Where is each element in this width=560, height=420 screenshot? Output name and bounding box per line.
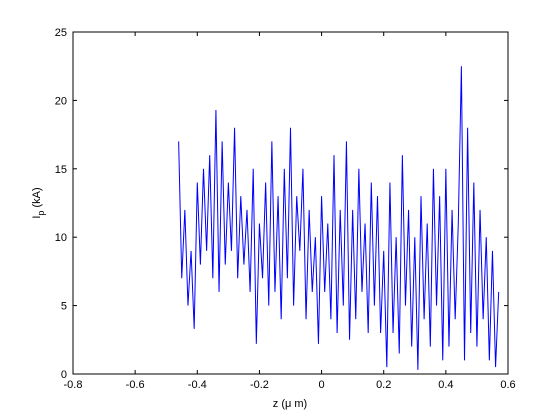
y-tick-label: 20 — [55, 95, 67, 107]
x-tick-label: 0.6 — [500, 379, 515, 391]
y-tick-label: 15 — [55, 164, 67, 176]
y-tick-label: 10 — [55, 232, 67, 244]
x-tick-label: -0.6 — [126, 379, 145, 391]
x-tick-label: -0.2 — [250, 379, 269, 391]
x-tick-label: -0.4 — [188, 379, 207, 391]
y-tick-label: 0 — [61, 369, 67, 381]
data-line — [178, 66, 500, 370]
plot-box — [72, 31, 509, 375]
y-label-rest: (kA) — [31, 187, 43, 210]
x-tick-label: 0 — [319, 379, 325, 391]
y-label-sub: p — [36, 211, 46, 216]
x-tick-label: -0.8 — [64, 379, 83, 391]
y-tick-label: 5 — [61, 301, 67, 313]
y-tick-label: 25 — [55, 27, 67, 39]
y-axis-label: Ip (kA) — [31, 187, 46, 218]
y-label-main: I — [31, 216, 43, 219]
x-tick-label: 0.4 — [438, 379, 453, 391]
x-axis-label: z (μ m) — [273, 398, 307, 410]
x-tick-label: 0.2 — [376, 379, 391, 391]
